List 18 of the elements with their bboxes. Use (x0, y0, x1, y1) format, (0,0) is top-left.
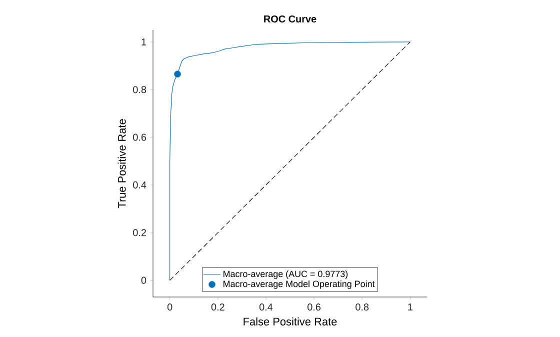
x-tick-label: 0.6 (308, 304, 321, 311)
legend-label: Macro-average Model Operating Point (224, 280, 375, 289)
x-tick-label: 0.8 (356, 304, 369, 311)
y-tick-label: 0 (141, 276, 146, 284)
x-tick-label: 0.2 (211, 304, 224, 311)
y-tick-label: 0.8 (133, 86, 146, 94)
y-tick-label: 0.2 (133, 229, 146, 236)
x-tick-label: 0.4 (259, 304, 273, 311)
y-tick-label: 0.6 (133, 134, 146, 141)
x-tick-label: 0 (167, 304, 172, 311)
chart-title: ROC Curve (264, 15, 316, 22)
legend-label: Macro-average (AUC = 0.9773) (224, 270, 348, 279)
x-tick-label: 1 (408, 304, 412, 310)
y-tick-label: 0.4 (133, 181, 146, 188)
line-series (170, 42, 410, 281)
x-axis-title: False Positive Rate (244, 317, 337, 326)
y-tick-label: 1 (142, 38, 146, 46)
y-axis-title: True Positive Rate (118, 119, 126, 208)
